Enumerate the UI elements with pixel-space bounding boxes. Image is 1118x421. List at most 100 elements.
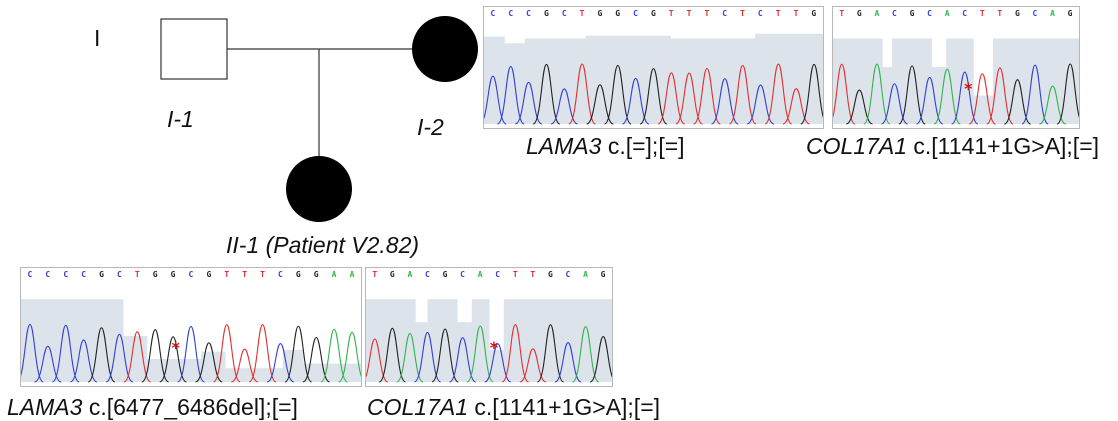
trace-peak [87,327,116,383]
chromatogram-child-lama3: C C C C G C T G G C G T T T C G G A A * [20,267,362,387]
variant: c.[1141+1G>A];[=] [913,133,1100,159]
base-call: C [1032,8,1038,18]
trace-peak [1056,63,1079,125]
trace-peak [366,338,389,383]
base-call: T [668,8,674,18]
father-symbol [160,18,228,80]
trace-peak [986,67,1014,125]
base-call: C [722,8,728,18]
base-call: C [927,8,932,18]
trace-peak [554,341,582,383]
base-call: G [543,8,549,18]
base-call: T [997,8,1003,18]
generation-label: I [94,25,101,51]
trace-peak [484,75,507,125]
base-call: T [260,269,265,279]
trace-plot: * [833,38,1079,125]
trace-peak [746,84,775,125]
base-call: C [508,8,514,18]
base-call: C [81,269,87,279]
base-call: T [686,8,692,18]
base-call: T [512,269,518,279]
trace-peak [881,83,908,125]
base-call: C [425,269,430,279]
base-call: G [597,8,603,18]
base-call: C [27,269,33,279]
trace-peak [863,63,891,125]
trace-peak [466,325,494,383]
trace-peak [320,328,348,383]
base-call: A [944,8,950,18]
base-call: G [650,8,656,18]
trace-peak [266,342,295,383]
base-call: G [811,8,817,18]
base-call: G [206,269,212,279]
base-call: C [962,8,968,18]
gene-name: LAMA3 [7,394,83,420]
trace-peak [589,336,612,383]
base-call: G [1014,8,1020,18]
trace-peak [951,71,979,125]
child-symbol [286,156,352,222]
trace-peak [484,343,512,383]
base-call: T [793,8,799,18]
trace-peak [413,331,442,383]
base-call: A [1050,8,1055,18]
trace-peak [284,325,313,383]
base-call: G [600,269,606,279]
trace-peak [248,324,277,383]
child-label: II-1 (Patient V2.82) [226,232,420,258]
base-call: T [775,8,781,18]
trace-peak [338,331,361,383]
base-call: T [530,269,536,279]
base-call: G [170,269,176,279]
trace-peak [800,63,823,125]
trace-peak [514,81,543,125]
base-call: C [892,8,897,18]
base-call: C [561,8,567,18]
mother-symbol [412,16,478,82]
base-call: T [979,8,985,18]
base-call: T [839,8,845,18]
base-call: C [495,269,501,279]
trace-peak [586,84,614,125]
trace-peak [621,77,650,125]
trace-peak [898,65,926,125]
trace-peak [1021,64,1049,125]
base-call: G [909,8,915,18]
gene-name: COL17A1 [806,133,908,159]
base-call: T [740,8,745,18]
caption-child-col17a1: COL17A1 c.[1141+1G>A];[=] [367,396,660,419]
base-call: G [295,269,301,279]
base-call: A [331,269,337,279]
base-call: G [1067,8,1073,18]
caption-child-lama3: LAMA3 c.[6477_6486del];[=] [7,396,298,419]
trace-peak [212,324,241,383]
base-call: C [116,269,122,279]
caption-mother-col17a1: COL17A1 c.[1141+1G>A];[=] [806,135,1099,158]
trace-peak [501,323,530,383]
variant-asterisk: * [172,338,181,357]
mother-label: I-2 [417,114,444,140]
gene-name: COL17A1 [367,394,469,420]
trace-peak [675,72,704,125]
trace-peak [378,327,407,383]
base-call: C [278,269,283,279]
trace-peak [933,68,961,125]
base-call: G [313,269,319,279]
chromatogram-mother-col17a1: T G A C G C A C T T G C A G * [832,6,1080,129]
base-call: C [188,269,194,279]
base-call: T [224,269,230,279]
trace-peak [833,63,856,125]
base-call: C [490,8,496,18]
trace-peak [431,328,459,383]
base-call: T [704,8,710,18]
variant-asterisk: * [964,79,973,98]
trace-peak [177,325,205,383]
trace-peak [302,336,330,383]
base-call: A [477,269,483,279]
caption-mother-lama3: LAMA3 c.[=];[=] [526,135,685,158]
